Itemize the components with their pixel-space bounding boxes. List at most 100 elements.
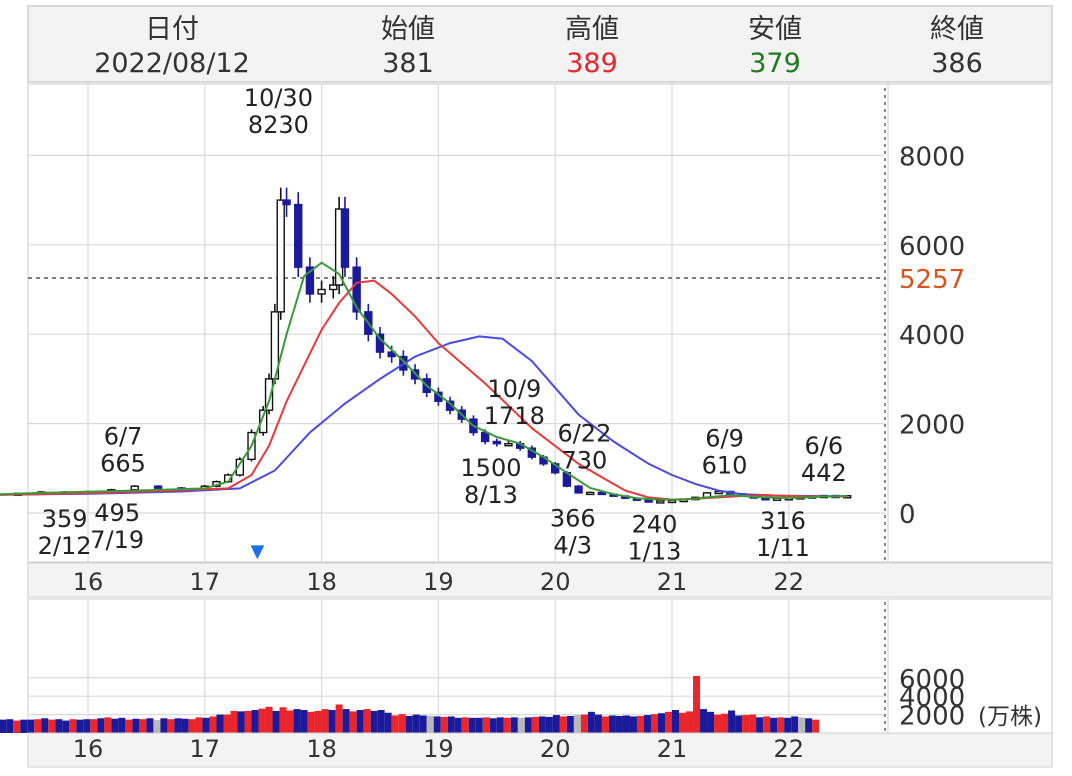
- volume-bar-101: [679, 712, 687, 733]
- volume-bar-4: [0, 719, 7, 733]
- candle-body-46: [586, 491, 595, 496]
- candle-body-53: [667, 499, 677, 504]
- price-y-tick-2: 4000: [899, 321, 965, 351]
- volume-bar-106: [714, 714, 722, 733]
- volume-bar-74: [489, 718, 497, 733]
- volume-bar-69: [454, 717, 462, 733]
- xaxis-1-tick-0: 16: [73, 568, 104, 596]
- volume-bar-100: [672, 710, 680, 733]
- volume-bar-96: [643, 715, 651, 733]
- volume-bar-91: [608, 715, 616, 733]
- volume-bar-21: [118, 717, 126, 733]
- header-label-3: 安値: [748, 14, 802, 45]
- volume-bar-99: [664, 711, 672, 733]
- price-grid: [28, 84, 886, 562]
- header-panel: [27, 5, 1053, 83]
- annotation-7-line-1: 4/3: [553, 532, 592, 560]
- candle-body-8: [153, 485, 163, 489]
- annotation-6-line-1: 730: [561, 446, 607, 474]
- volume-bar-90: [601, 716, 609, 733]
- candle-body-18: [276, 199, 285, 313]
- volume-bar-6: [13, 720, 21, 733]
- volume-bar-120: [812, 719, 820, 733]
- candle-body-19: [282, 199, 291, 206]
- date-axis-strip: [27, 562, 1053, 598]
- signal-marker: ▼: [250, 541, 264, 562]
- volume-bar-15: [76, 719, 84, 733]
- annotation-3-line-1: 7/19: [90, 526, 144, 554]
- volume-bar-97: [650, 714, 658, 733]
- signal-marker-triangle: ▼: [250, 541, 264, 562]
- annotation-1-line-1: 665: [100, 449, 146, 477]
- annotation-4-line-0: 10/9: [487, 375, 541, 403]
- header-label-0: 日付: [145, 14, 199, 45]
- volume-bar-18: [97, 718, 105, 733]
- volume-bar-92: [615, 715, 623, 733]
- volume-bar-44: [279, 707, 287, 733]
- volume-bar-43: [272, 710, 280, 733]
- volume-bar-23: [132, 718, 140, 733]
- volume-bar-111: [749, 714, 757, 733]
- candle-body-37: [480, 431, 490, 443]
- volume-bar-14: [69, 719, 77, 733]
- volume-bar-63: [412, 714, 420, 733]
- volume-bar-27: [160, 718, 168, 733]
- volume-bar-52: [335, 704, 343, 733]
- annotation-10-line-1: 1/11: [756, 534, 810, 562]
- volume-bar-116: [784, 717, 792, 733]
- candle-body-7: [130, 485, 139, 491]
- moving-average-lines: [0, 261, 848, 501]
- volume-bar-58: [377, 710, 385, 733]
- reference-value-label: 5257: [899, 265, 965, 295]
- volume-bar-73: [482, 717, 490, 733]
- volume-bar-103: [693, 675, 701, 733]
- volume-bar-17: [90, 719, 98, 733]
- candle-body-47: [597, 491, 607, 496]
- volume-bar-61: [398, 714, 406, 733]
- volume-bar-102: [686, 711, 694, 733]
- volume-axis-area: [887, 598, 1053, 734]
- volume-bar-11: [48, 719, 56, 733]
- volume-grid: [28, 600, 886, 733]
- candle-body-15: [259, 409, 268, 434]
- volume-bar-30: [181, 718, 189, 733]
- volume-bar-60: [391, 715, 399, 733]
- volume-bar-68: [447, 716, 455, 733]
- candle-body-52: [656, 500, 665, 504]
- annotation-9-line-0: 6/9: [705, 425, 744, 453]
- volume-bar-89: [594, 714, 602, 733]
- candle-body-13: [235, 458, 245, 476]
- volume-bar-19: [104, 717, 112, 733]
- volume-bar-98: [657, 713, 665, 733]
- volume-bar-119: [805, 718, 813, 733]
- price-y-tick-4: 0: [899, 500, 916, 530]
- candle-body-20: [294, 203, 303, 268]
- volume-bar-47: [300, 710, 308, 733]
- volume-bar-105: [707, 711, 715, 733]
- annotation-0-line-0: 10/30: [244, 84, 313, 112]
- volume-bar-65: [426, 715, 434, 733]
- volume-bar-41: [258, 708, 266, 733]
- volume-bar-75: [496, 717, 504, 733]
- volume-bar-29: [174, 718, 182, 733]
- volume-bar-49: [314, 710, 322, 733]
- volume-bar-36: [223, 714, 231, 733]
- volume-bar-32: [195, 717, 203, 733]
- volume-plot-area: [27, 598, 889, 734]
- header-value-4: 386: [931, 48, 983, 79]
- price-y-tick-0: 8000: [899, 142, 965, 172]
- volume-y-tick-2: 2000: [899, 702, 965, 732]
- candle-body-26: [352, 266, 361, 313]
- volume-bar-34: [209, 716, 217, 733]
- annotation-8-line-1: 1/13: [628, 537, 682, 565]
- volume-bar-31: [188, 719, 196, 733]
- volume-bar-84: [559, 716, 567, 733]
- volume-bar-67: [440, 716, 448, 733]
- candle-body-23: [329, 284, 338, 291]
- volume-unit-label: (万株): [978, 704, 1042, 730]
- volume-bar-25: [146, 718, 154, 733]
- candle-body-39: [504, 443, 513, 447]
- volume-bar-79: [524, 717, 532, 733]
